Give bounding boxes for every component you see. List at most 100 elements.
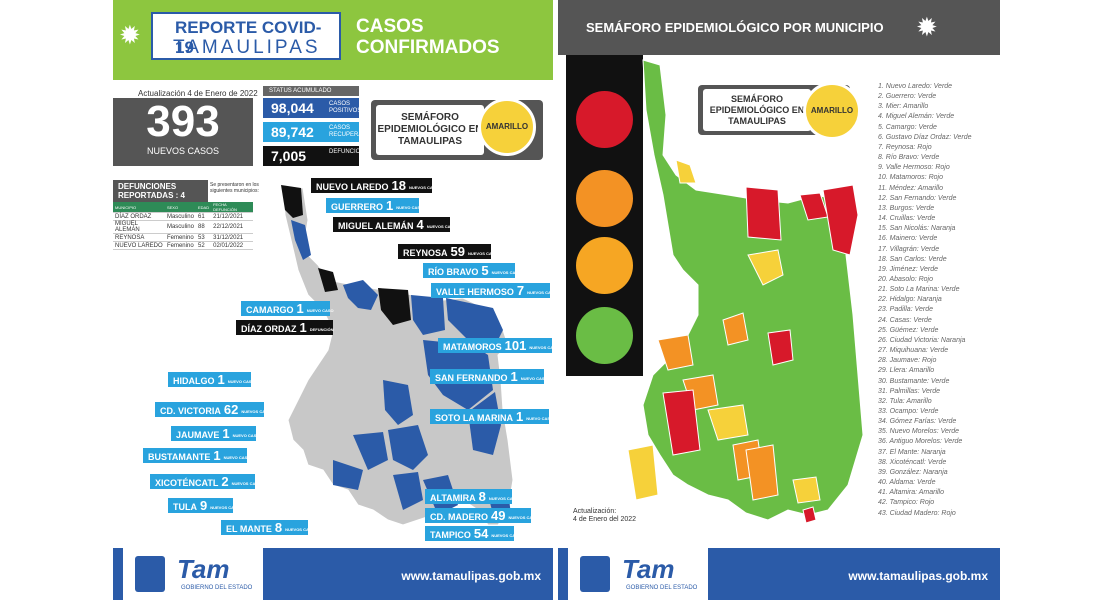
callout-sub: NUEVOS CASOS bbox=[467, 250, 501, 256]
legend-item: 35. Nuevo Morelos: Verde bbox=[878, 428, 960, 436]
callout-value: 8 bbox=[274, 520, 283, 535]
callout-value: 49 bbox=[491, 508, 506, 523]
status-recuperados: 89,742 CASOS RECUPERADOS bbox=[263, 122, 375, 142]
callout-hidalgo: HIDALGO 1 NUEVO CASO bbox=[168, 372, 255, 387]
semaforo-title: SEMÁFORO EPIDEMIOLÓGICO POR MUNICIPIO bbox=[586, 20, 884, 35]
callout-name: CAMARGO bbox=[246, 305, 294, 315]
callout-value: 62 bbox=[223, 402, 239, 417]
legend-item: 39. González: Naranja bbox=[878, 468, 948, 476]
legend-item: 27. Miquihuana: Verde bbox=[878, 347, 949, 355]
callout-name: EL MANTE bbox=[226, 524, 272, 534]
region-rio-bravo bbox=[411, 295, 445, 335]
light-red bbox=[576, 91, 633, 148]
table-header-row: MUNICIPIO SEXO EDAD FECHA DEFUNCIÓN bbox=[113, 202, 253, 213]
callout-sub: NUEVO CASO bbox=[227, 378, 255, 384]
legend-item: 8. Río Bravo: Verde bbox=[878, 154, 940, 162]
table-cell: 22/12/2021 bbox=[211, 220, 253, 234]
status-positivos: 98,044 CASOS POSITIVOS bbox=[263, 98, 362, 118]
callout-value: 54 bbox=[473, 526, 489, 541]
callout-cd-madero: CD. MADERO 49 NUEVOS CASOS bbox=[425, 508, 541, 523]
callout-tampico: TAMPICO 54 NUEVOS CASOS bbox=[425, 526, 524, 541]
callout-sub: NUEVOS CASOS bbox=[231, 480, 264, 486]
semaforo-value: AMARILLO bbox=[803, 82, 861, 140]
update-value: 4 de Enero del 2022 bbox=[573, 516, 637, 523]
footer: Tam GOBIERNO DEL ESTADO www.tamaulipas.g… bbox=[113, 548, 553, 600]
callout-sub: NUEVOS CASOS bbox=[508, 514, 541, 520]
callout-sub: NUEVO CASO bbox=[526, 415, 553, 421]
callout-sub: NUEVO CASO bbox=[396, 204, 424, 210]
update-date: Actualización: 4 de Enero del 2022 bbox=[573, 508, 636, 524]
table-header: FECHA DEFUNCIÓN bbox=[211, 202, 253, 213]
callout-tula: TULA 9 NUEVOS CASOS bbox=[168, 498, 242, 513]
legend-item: 17. Villagrán: Verde bbox=[878, 245, 940, 253]
table-header: EDAD bbox=[195, 202, 212, 213]
callout-victoria: CD. VICTORIA 62 NUEVOS CASOS bbox=[155, 402, 274, 417]
municipio-tampico bbox=[802, 506, 817, 524]
municipio-tula bbox=[627, 444, 659, 501]
casos-line-2: CONFIRMADOS bbox=[356, 37, 500, 58]
legend-item: 14. Cruillas: Verde bbox=[878, 215, 936, 223]
footer-logo-area: Tam GOBIERNO DEL ESTADO bbox=[123, 548, 263, 600]
callout-sub: NUEVO CASO bbox=[232, 432, 260, 438]
callout-name: MIGUEL ALEMÁN bbox=[338, 221, 414, 231]
legend-item: 2. Guerrero: Verde bbox=[878, 93, 937, 101]
callout-value: 101 bbox=[504, 338, 527, 353]
callout-sub: NUEVO CASO bbox=[520, 375, 548, 381]
callout-value: 1 bbox=[296, 301, 304, 316]
callout-name: REYNOSA bbox=[403, 248, 448, 258]
legend-item: 32. Tula: Amarillo bbox=[878, 397, 932, 405]
callout-el-mante: EL MANTE 8 NUEVOS CASOS bbox=[221, 520, 317, 535]
callout-altamira: ALTAMIRA 8 NUEVOS CASOS bbox=[425, 489, 521, 504]
callout-xicotencatl: XICOTÉNCATL 2 NUEVOS CASOS bbox=[150, 474, 264, 489]
table-row: REYNOSA Femenino 53 31/12/2021 bbox=[113, 233, 253, 242]
callout-value: 1 bbox=[510, 369, 518, 384]
region-camargo bbox=[343, 280, 378, 310]
legend-item: 1. Nuevo Laredo: Verde bbox=[878, 83, 953, 90]
table-cell: 88 bbox=[195, 220, 212, 234]
callout-name: DÍAZ ORDAZ bbox=[241, 324, 297, 334]
status-header: STATUS ACUMULADO bbox=[263, 86, 359, 96]
legend-item: 33. Ocampo: Verde bbox=[878, 408, 939, 415]
callout-name: TULA bbox=[173, 502, 197, 512]
region-xicotencatl bbox=[393, 472, 423, 510]
callout-value: 1 bbox=[299, 320, 307, 335]
table-cell: 61 bbox=[195, 212, 212, 221]
callout-value: 18 bbox=[391, 178, 406, 193]
table-header: SEXO bbox=[164, 202, 196, 213]
table-cell: MIGUEL ALEMÁN bbox=[113, 220, 165, 234]
callout-name: CD. VICTORIA bbox=[160, 406, 221, 416]
callout-name: BUSTAMANTE bbox=[148, 452, 211, 462]
callout-sub: DEFUNCIÓN bbox=[309, 326, 334, 332]
tam-logo: Tam bbox=[622, 554, 675, 584]
callout-value: 7 bbox=[516, 283, 525, 298]
table-cell: 02/01/2022 bbox=[211, 241, 253, 250]
status-label: CASOS POSITIVOS bbox=[329, 101, 362, 114]
callout-rio-bravo: RÍO BRAVO 5 NUEVOS CASOS bbox=[423, 263, 524, 278]
municipios-legend: 1. Nuevo Laredo: Verde 2. Guerrero: Verde… bbox=[878, 82, 972, 519]
region-miguel-aleman bbox=[318, 268, 338, 292]
status-value: 89,742 bbox=[271, 124, 314, 140]
legend-item: 9. Valle Hermoso: Rojo bbox=[878, 164, 950, 172]
callout-sub: NUEVO CASO bbox=[306, 307, 334, 313]
callout-name: GUERRERO bbox=[331, 202, 384, 212]
callout-sub: NUEVOS CASOS bbox=[529, 344, 553, 350]
municipio-hidalgo bbox=[657, 334, 694, 371]
callout-name: MATAMOROS bbox=[443, 342, 502, 352]
legend-item: 12. San Fernando: Verde bbox=[878, 194, 957, 202]
callout-value: 5 bbox=[481, 263, 489, 278]
legend-item: 42. Tampico: Rojo bbox=[878, 499, 935, 507]
website-link[interactable]: www.tamaulipas.gob.mx bbox=[848, 569, 988, 583]
defunciones-title: DEFUNCIONES REPORTADAS : 4 bbox=[113, 180, 208, 202]
report-header: ✹ REPORTE COVID-19 TAMAULIPAS CASOS CONF… bbox=[113, 0, 553, 80]
legend-item: 36. Antiguo Morelos: Verde bbox=[878, 438, 963, 446]
legend-item: 13. Burgos: Verde bbox=[878, 204, 935, 212]
status-defunciones: 7,005 DEFUNCIONES bbox=[263, 146, 373, 166]
new-cases-box: 393 NUEVOS CASOS bbox=[113, 98, 253, 166]
table-cell: DÍAZ ORDAZ bbox=[113, 212, 165, 221]
website-link[interactable]: www.tamaulipas.gob.mx bbox=[401, 569, 541, 583]
table-row: NUEVO LAREDO Femenino 52 02/01/2022 bbox=[113, 241, 253, 250]
defunciones-table: MUNICIPIO SEXO EDAD FECHA DEFUNCIÓN DÍAZ… bbox=[113, 202, 253, 250]
legend-item: 30. Bustamante: Verde bbox=[878, 377, 950, 385]
semaforo-value: AMARILLO bbox=[478, 98, 536, 156]
municipio-mendez bbox=[747, 249, 784, 286]
